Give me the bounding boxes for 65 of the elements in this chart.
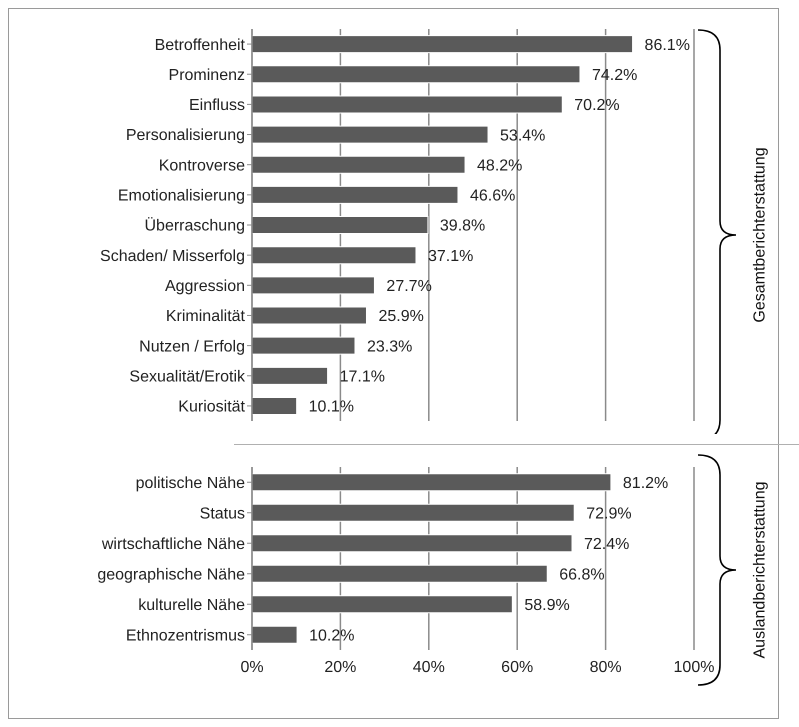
data-label: 25.9% bbox=[378, 308, 424, 326]
y-tick-label: Sexualität/Erotik bbox=[129, 368, 246, 386]
data-label: 86.1% bbox=[644, 36, 690, 54]
bar bbox=[252, 276, 375, 294]
data-label: 46.6% bbox=[470, 188, 516, 205]
y-tick-label: geographische Nähe bbox=[97, 566, 246, 584]
text: Auslandberichterstattung bbox=[752, 482, 768, 658]
bar bbox=[252, 65, 580, 84]
bar bbox=[252, 95, 563, 114]
y-tick-label: politische Nähe bbox=[136, 474, 246, 492]
y-tick-label: Kriminalität bbox=[166, 308, 246, 326]
text: Gesamtberichterstattung bbox=[752, 147, 768, 323]
x-tick-label: 0% bbox=[240, 659, 264, 676]
data-label: 48.2% bbox=[477, 157, 522, 174]
y-tick-label: Einfluss bbox=[188, 97, 245, 114]
y-tick-label: wirtschaftliche Nähe bbox=[100, 536, 246, 553]
y-tick-label: Aggression bbox=[164, 278, 245, 295]
x-tick-label: 60% bbox=[501, 659, 534, 676]
y-tick-label: Status bbox=[200, 505, 245, 522]
data-label: 39.8% bbox=[440, 218, 486, 235]
bar bbox=[252, 366, 328, 385]
bar bbox=[252, 626, 298, 644]
y-tick-label: kulturelle Nähe bbox=[138, 596, 246, 614]
y-tick-label: Kuriosität bbox=[178, 398, 246, 416]
x-tick-label: 100% bbox=[674, 659, 714, 676]
y-tick-label: Emotionalisierung bbox=[118, 188, 245, 205]
data-label: 27.7% bbox=[386, 278, 432, 296]
y-tick-label: Schaden/ Misserfolg bbox=[100, 248, 245, 265]
bar bbox=[252, 35, 634, 54]
data-label: 23.3% bbox=[366, 338, 412, 356]
bar bbox=[252, 126, 489, 144]
bar bbox=[252, 534, 573, 552]
x-tick-label: 80% bbox=[590, 659, 622, 676]
y-tick-label: Nutzen / Erfolg bbox=[139, 338, 245, 356]
data-label: 10.1% bbox=[308, 398, 354, 416]
data-label: 37.1% bbox=[428, 248, 474, 265]
data-label: 72.9% bbox=[586, 505, 632, 522]
x-tick-label: 20% bbox=[324, 659, 356, 676]
data-label: 70.2% bbox=[574, 97, 620, 114]
bar bbox=[252, 246, 416, 264]
bar bbox=[252, 504, 575, 522]
data-label: 53.4% bbox=[500, 127, 546, 144]
data-label: 74.2% bbox=[592, 66, 638, 84]
y-tick-label: Betroffenheit bbox=[154, 36, 246, 54]
bar bbox=[252, 156, 466, 174]
bar bbox=[252, 473, 612, 492]
y-tick-label: Ethnozentrismus bbox=[126, 627, 245, 644]
data-label: 72.4% bbox=[584, 536, 630, 553]
x-tick-label: 40% bbox=[412, 659, 445, 676]
bar bbox=[252, 336, 356, 355]
data-label: 66.8% bbox=[559, 566, 605, 584]
bar bbox=[252, 186, 458, 204]
data-label: 17.1% bbox=[340, 368, 385, 386]
y-tick-label: Überraschung bbox=[144, 216, 245, 235]
y-tick-label: Personalisierung bbox=[126, 127, 245, 144]
bar bbox=[252, 216, 428, 234]
data-label: 10.2% bbox=[309, 627, 354, 644]
data-label: 58.9% bbox=[524, 596, 570, 614]
bar bbox=[252, 564, 548, 583]
y-tick-label: Prominenz bbox=[168, 66, 245, 84]
y-tick-label: Kontroverse bbox=[158, 157, 246, 174]
data-label: 81.2% bbox=[622, 474, 668, 492]
bar bbox=[252, 306, 367, 325]
bar bbox=[252, 396, 298, 415]
bar bbox=[252, 595, 513, 614]
